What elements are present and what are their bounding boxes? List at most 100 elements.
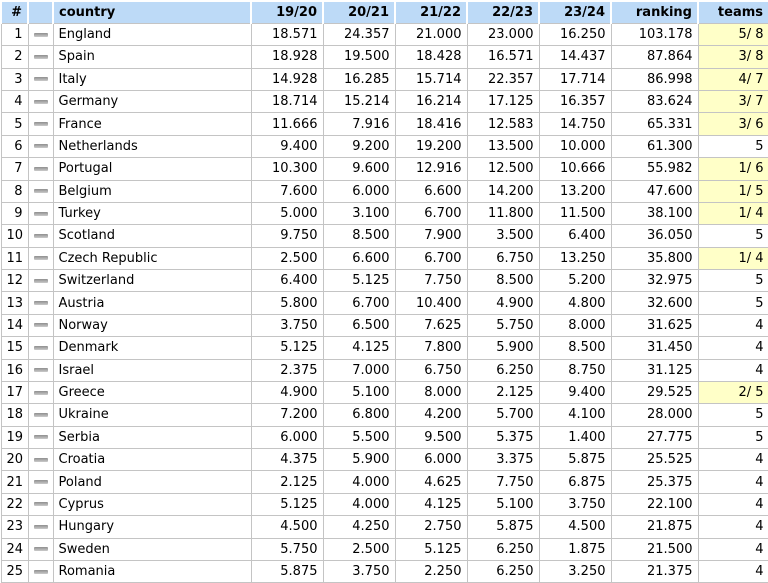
cell-ranking: 29.525 <box>610 380 699 405</box>
cell-rank: 25 <box>0 559 29 583</box>
cell-rank: 6 <box>0 134 29 159</box>
cell-season-20-21: 15.214 <box>322 89 396 114</box>
col-header-season-21-22: 21/22 <box>394 0 468 24</box>
cell-country: England <box>52 22 252 47</box>
cell-trend <box>27 268 54 293</box>
cell-rank: 16 <box>0 358 29 382</box>
table-row: 23 Hungary 4.500 4.250 2.750 5.875 4.500 21.875… <box>0 515 768 539</box>
table-body: 1 England 18.571 24.357 21.000 23.000 16.250 10… <box>0 22 768 583</box>
cell-teams: 5 <box>697 425 768 450</box>
cell-country: France <box>52 112 252 136</box>
cell-country: Italy <box>52 67 252 92</box>
trend-no-change-icon <box>33 390 48 395</box>
cell-season-20-21: 7.000 <box>322 358 396 382</box>
cell-country: Czech Republic <box>52 246 252 271</box>
cell-teams: 3/ 8 <box>697 45 768 69</box>
cell-season-19-20: 10.300 <box>250 157 324 181</box>
trend-no-change-icon <box>33 502 48 507</box>
table-row: 1 England 18.571 24.357 21.000 23.000 16.250 10… <box>0 22 768 47</box>
cell-teams: 4 <box>697 313 768 338</box>
trend-no-change-icon <box>33 412 48 417</box>
cell-season-19-20: 6.000 <box>250 425 324 450</box>
cell-country: Croatia <box>52 447 252 472</box>
cell-season-22-23: 4.900 <box>466 291 540 315</box>
cell-ranking: 21.375 <box>610 559 699 583</box>
trend-no-change-icon <box>33 480 48 485</box>
cell-season-23-24: 8.000 <box>538 313 612 338</box>
col-header-trend <box>27 0 54 24</box>
cell-season-21-22: 16.214 <box>394 89 468 114</box>
cell-season-21-22: 7.750 <box>394 268 468 293</box>
cell-rank: 17 <box>0 380 29 405</box>
cell-season-21-22: 4.125 <box>394 492 468 517</box>
cell-rank: 24 <box>0 537 29 561</box>
cell-teams: 4 <box>697 537 768 561</box>
cell-season-20-21: 6.600 <box>322 246 396 271</box>
cell-season-22-23: 5.700 <box>466 403 540 427</box>
cell-country: Norway <box>52 313 252 338</box>
cell-season-21-22: 2.750 <box>394 515 468 539</box>
cell-season-19-20: 9.750 <box>250 224 324 248</box>
cell-season-20-21: 5.100 <box>322 380 396 405</box>
cell-country: Spain <box>52 45 252 69</box>
cell-season-23-24: 14.750 <box>538 112 612 136</box>
cell-trend <box>27 336 54 360</box>
trend-no-change-icon <box>33 144 48 149</box>
cell-season-23-24: 11.500 <box>538 201 612 226</box>
cell-season-23-24: 16.250 <box>538 22 612 47</box>
cell-season-23-24: 9.400 <box>538 380 612 405</box>
cell-rank: 15 <box>0 336 29 360</box>
cell-season-19-20: 11.666 <box>250 112 324 136</box>
trend-no-change-icon <box>33 301 48 306</box>
cell-country: Scotland <box>52 224 252 248</box>
trend-no-change-icon <box>33 256 48 261</box>
trend-no-change-icon <box>33 77 48 82</box>
cell-season-19-20: 5.000 <box>250 201 324 226</box>
cell-season-19-20: 18.928 <box>250 45 324 69</box>
cell-country: Portugal <box>52 157 252 181</box>
cell-season-23-24: 4.800 <box>538 291 612 315</box>
cell-season-21-22: 18.416 <box>394 112 468 136</box>
cell-season-23-24: 1.875 <box>538 537 612 561</box>
cell-season-21-22: 10.400 <box>394 291 468 315</box>
cell-trend <box>27 112 54 136</box>
cell-rank: 21 <box>0 470 29 494</box>
trend-no-change-icon <box>33 211 48 216</box>
cell-trend <box>27 45 54 69</box>
cell-season-19-20: 7.600 <box>250 179 324 203</box>
cell-season-20-21: 4.125 <box>322 336 396 360</box>
col-header-season-23-24: 23/24 <box>538 0 612 24</box>
cell-season-20-21: 3.100 <box>322 201 396 226</box>
cell-season-23-24: 17.714 <box>538 67 612 92</box>
cell-ranking: 32.975 <box>610 268 699 293</box>
cell-season-23-24: 3.750 <box>538 492 612 517</box>
cell-rank: 14 <box>0 313 29 338</box>
trend-no-change-icon <box>33 278 48 283</box>
table-header: # country 19/20 20/21 21/22 22/23 23/24 ranking… <box>0 0 768 24</box>
cell-season-20-21: 4.250 <box>322 515 396 539</box>
trend-no-change-icon <box>33 233 48 238</box>
cell-trend <box>27 537 54 561</box>
trend-no-change-icon <box>33 345 48 350</box>
cell-season-22-23: 17.125 <box>466 89 540 114</box>
table-row: 15 Denmark 5.125 4.125 7.800 5.900 8.500 31.450… <box>0 336 768 360</box>
table-row: 5 France 11.666 7.916 18.416 12.583 14.750 65.3… <box>0 112 768 136</box>
table-row: 3 Italy 14.928 16.285 15.714 22.357 17.714 86.9… <box>0 67 768 92</box>
cell-season-20-21: 6.800 <box>322 403 396 427</box>
cell-rank: 20 <box>0 447 29 472</box>
table-row: 7 Portugal 10.300 9.600 12.916 12.500 10.666 55… <box>0 157 768 181</box>
cell-season-22-23: 3.500 <box>466 224 540 248</box>
cell-season-21-22: 6.750 <box>394 358 468 382</box>
cell-season-22-23: 5.375 <box>466 425 540 450</box>
cell-season-20-21: 4.000 <box>322 470 396 494</box>
cell-season-19-20: 3.750 <box>250 313 324 338</box>
cell-season-23-24: 10.666 <box>538 157 612 181</box>
table-row: 17 Greece 4.900 5.100 8.000 2.125 9.400 29.525 2… <box>0 380 768 405</box>
trend-no-change-icon <box>33 166 48 171</box>
col-header-country: country <box>52 0 252 24</box>
cell-trend <box>27 157 54 181</box>
trend-no-change-icon <box>33 54 48 59</box>
cell-teams: 3/ 7 <box>697 89 768 114</box>
col-header-ranking: ranking <box>610 0 699 24</box>
cell-season-22-23: 6.250 <box>466 537 540 561</box>
